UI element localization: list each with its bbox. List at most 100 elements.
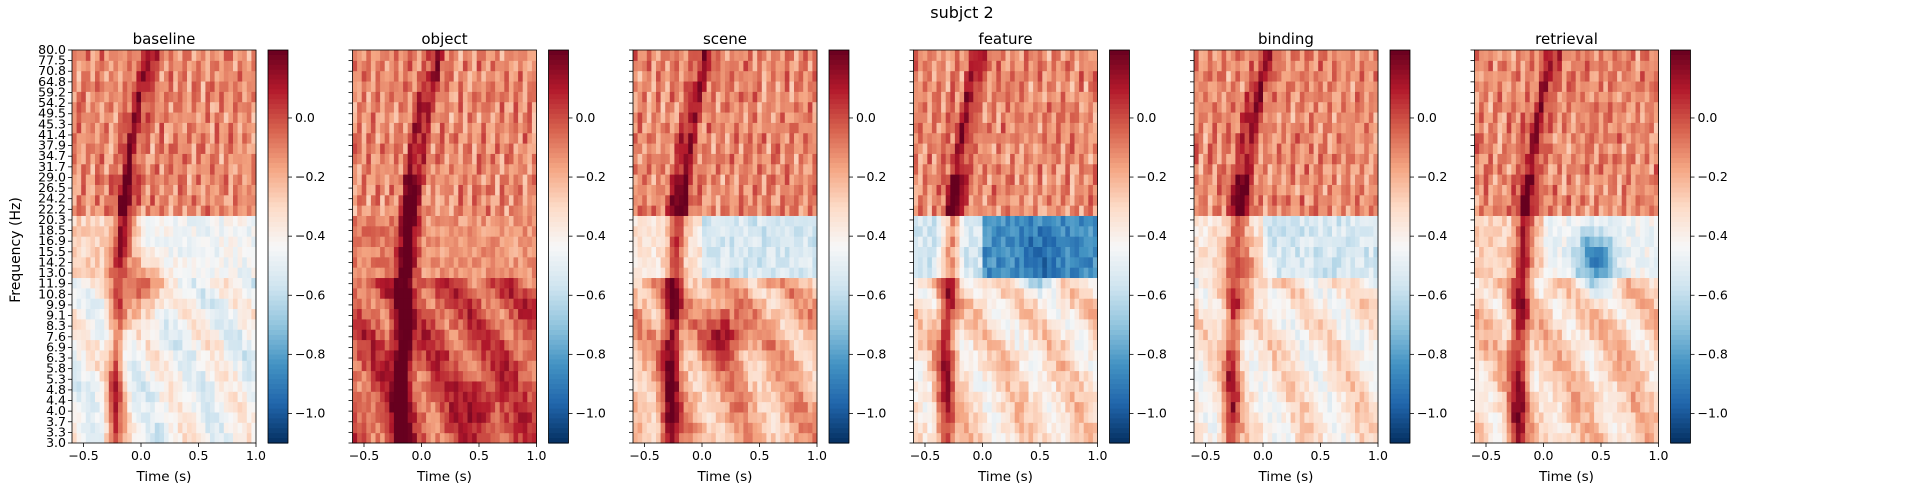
heatmap-cell bbox=[752, 422, 758, 434]
heatmap-cell bbox=[531, 91, 537, 103]
heatmap-cell bbox=[122, 112, 128, 123]
heatmap-cell bbox=[481, 101, 487, 113]
heatmap-cell bbox=[366, 132, 372, 144]
heatmap-cell bbox=[136, 225, 142, 237]
heatmap-cell bbox=[656, 143, 662, 154]
heatmap-cell bbox=[237, 318, 243, 330]
heatmap-cell bbox=[196, 215, 202, 227]
heatmap-cell bbox=[734, 318, 740, 330]
heatmap-cell bbox=[803, 246, 809, 258]
heatmap-cell bbox=[674, 318, 680, 330]
heatmap-cell bbox=[775, 432, 781, 444]
heatmap-cell bbox=[720, 432, 726, 444]
heatmap-cell bbox=[210, 174, 216, 185]
heatmap-cell bbox=[403, 70, 409, 82]
heatmap-cell bbox=[508, 360, 514, 372]
heatmap-cell bbox=[462, 411, 468, 423]
heatmap-cell bbox=[81, 391, 87, 403]
heatmap-cell bbox=[531, 215, 537, 227]
heatmap-cell bbox=[798, 91, 804, 103]
colorbar-segment bbox=[829, 315, 849, 321]
heatmap-cell bbox=[426, 287, 432, 299]
colorbar-segment bbox=[268, 300, 288, 307]
heatmap-cell bbox=[361, 308, 367, 320]
heatmap-cell bbox=[219, 143, 225, 154]
heatmap-cell bbox=[182, 174, 188, 185]
heatmap-cell bbox=[485, 60, 491, 72]
heatmap-cell bbox=[375, 101, 381, 113]
heatmap-cell bbox=[182, 194, 188, 206]
heatmap-cell bbox=[803, 112, 809, 123]
heatmap-cell bbox=[794, 132, 800, 144]
heatmap-cell bbox=[237, 267, 243, 279]
heatmap-cell bbox=[646, 308, 652, 320]
heatmap-cell bbox=[131, 81, 137, 92]
heatmap-cell bbox=[416, 422, 422, 434]
heatmap-cell bbox=[485, 339, 491, 351]
heatmap-cell bbox=[633, 277, 639, 289]
heatmap-cell bbox=[380, 380, 386, 392]
heatmap-cell bbox=[656, 329, 662, 341]
heatmap-cell bbox=[646, 236, 652, 247]
heatmap-cell bbox=[426, 225, 432, 237]
heatmap-cell bbox=[752, 194, 758, 206]
heatmap-cell bbox=[490, 174, 496, 185]
heatmap-cell bbox=[481, 339, 487, 351]
heatmap-cell bbox=[219, 215, 225, 227]
heatmap-cell bbox=[757, 432, 763, 444]
heatmap-cell bbox=[734, 246, 740, 258]
heatmap-cell bbox=[656, 122, 662, 134]
heatmap-cell bbox=[141, 349, 147, 361]
heatmap-cell bbox=[462, 143, 468, 154]
heatmap-cell bbox=[683, 225, 689, 237]
heatmap-cell bbox=[416, 174, 422, 185]
heatmap-cell bbox=[669, 215, 675, 227]
colorbar-segment bbox=[548, 108, 569, 115]
heatmap-cell bbox=[145, 287, 151, 299]
heatmap-cell bbox=[357, 174, 363, 185]
heatmap-cell bbox=[416, 236, 422, 247]
heatmap-cell bbox=[683, 298, 689, 310]
heatmap-cell bbox=[513, 318, 519, 330]
heatmap-cell bbox=[393, 422, 399, 434]
heatmap-cell bbox=[426, 308, 432, 320]
heatmap-cell bbox=[439, 60, 445, 72]
heatmap-cell bbox=[210, 60, 216, 72]
heatmap-cell bbox=[251, 225, 257, 237]
heatmap-cell bbox=[706, 370, 712, 382]
heatmap-cell bbox=[439, 70, 445, 82]
heatmap-cell bbox=[187, 91, 193, 103]
heatmap-cell bbox=[449, 287, 455, 299]
heatmap-cell bbox=[384, 339, 390, 351]
heatmap-cell bbox=[131, 132, 137, 144]
heatmap-cell bbox=[233, 391, 239, 403]
heatmap-cell bbox=[191, 401, 197, 413]
heatmap-cell bbox=[393, 163, 399, 175]
heatmap-cell bbox=[476, 246, 482, 258]
heatmap-cell bbox=[233, 132, 239, 144]
heatmap-cell bbox=[794, 50, 800, 61]
heatmap-cell bbox=[430, 50, 436, 61]
heatmap-cell bbox=[104, 81, 110, 92]
heatmap-cell bbox=[683, 112, 689, 123]
heatmap-cell bbox=[761, 401, 767, 413]
heatmap-cell bbox=[504, 236, 510, 247]
heatmap-cell bbox=[734, 153, 740, 165]
heatmap-cell bbox=[200, 60, 206, 72]
heatmap-cell bbox=[642, 143, 648, 154]
heatmap-cell bbox=[715, 205, 721, 216]
heatmap-cell bbox=[141, 267, 147, 279]
heatmap-cell bbox=[380, 81, 386, 92]
heatmap-cell bbox=[771, 236, 777, 247]
heatmap-cell bbox=[725, 246, 731, 258]
heatmap-cell bbox=[439, 225, 445, 237]
heatmap-cell bbox=[752, 339, 758, 351]
heatmap-cell bbox=[715, 215, 721, 227]
heatmap-cell bbox=[665, 153, 671, 165]
heatmap-cell bbox=[380, 132, 386, 144]
heatmap-cell bbox=[380, 267, 386, 279]
heatmap-cell bbox=[748, 91, 754, 103]
heatmap-cell bbox=[118, 246, 124, 258]
heatmap-cell bbox=[403, 215, 409, 227]
heatmap-cell bbox=[439, 298, 445, 310]
